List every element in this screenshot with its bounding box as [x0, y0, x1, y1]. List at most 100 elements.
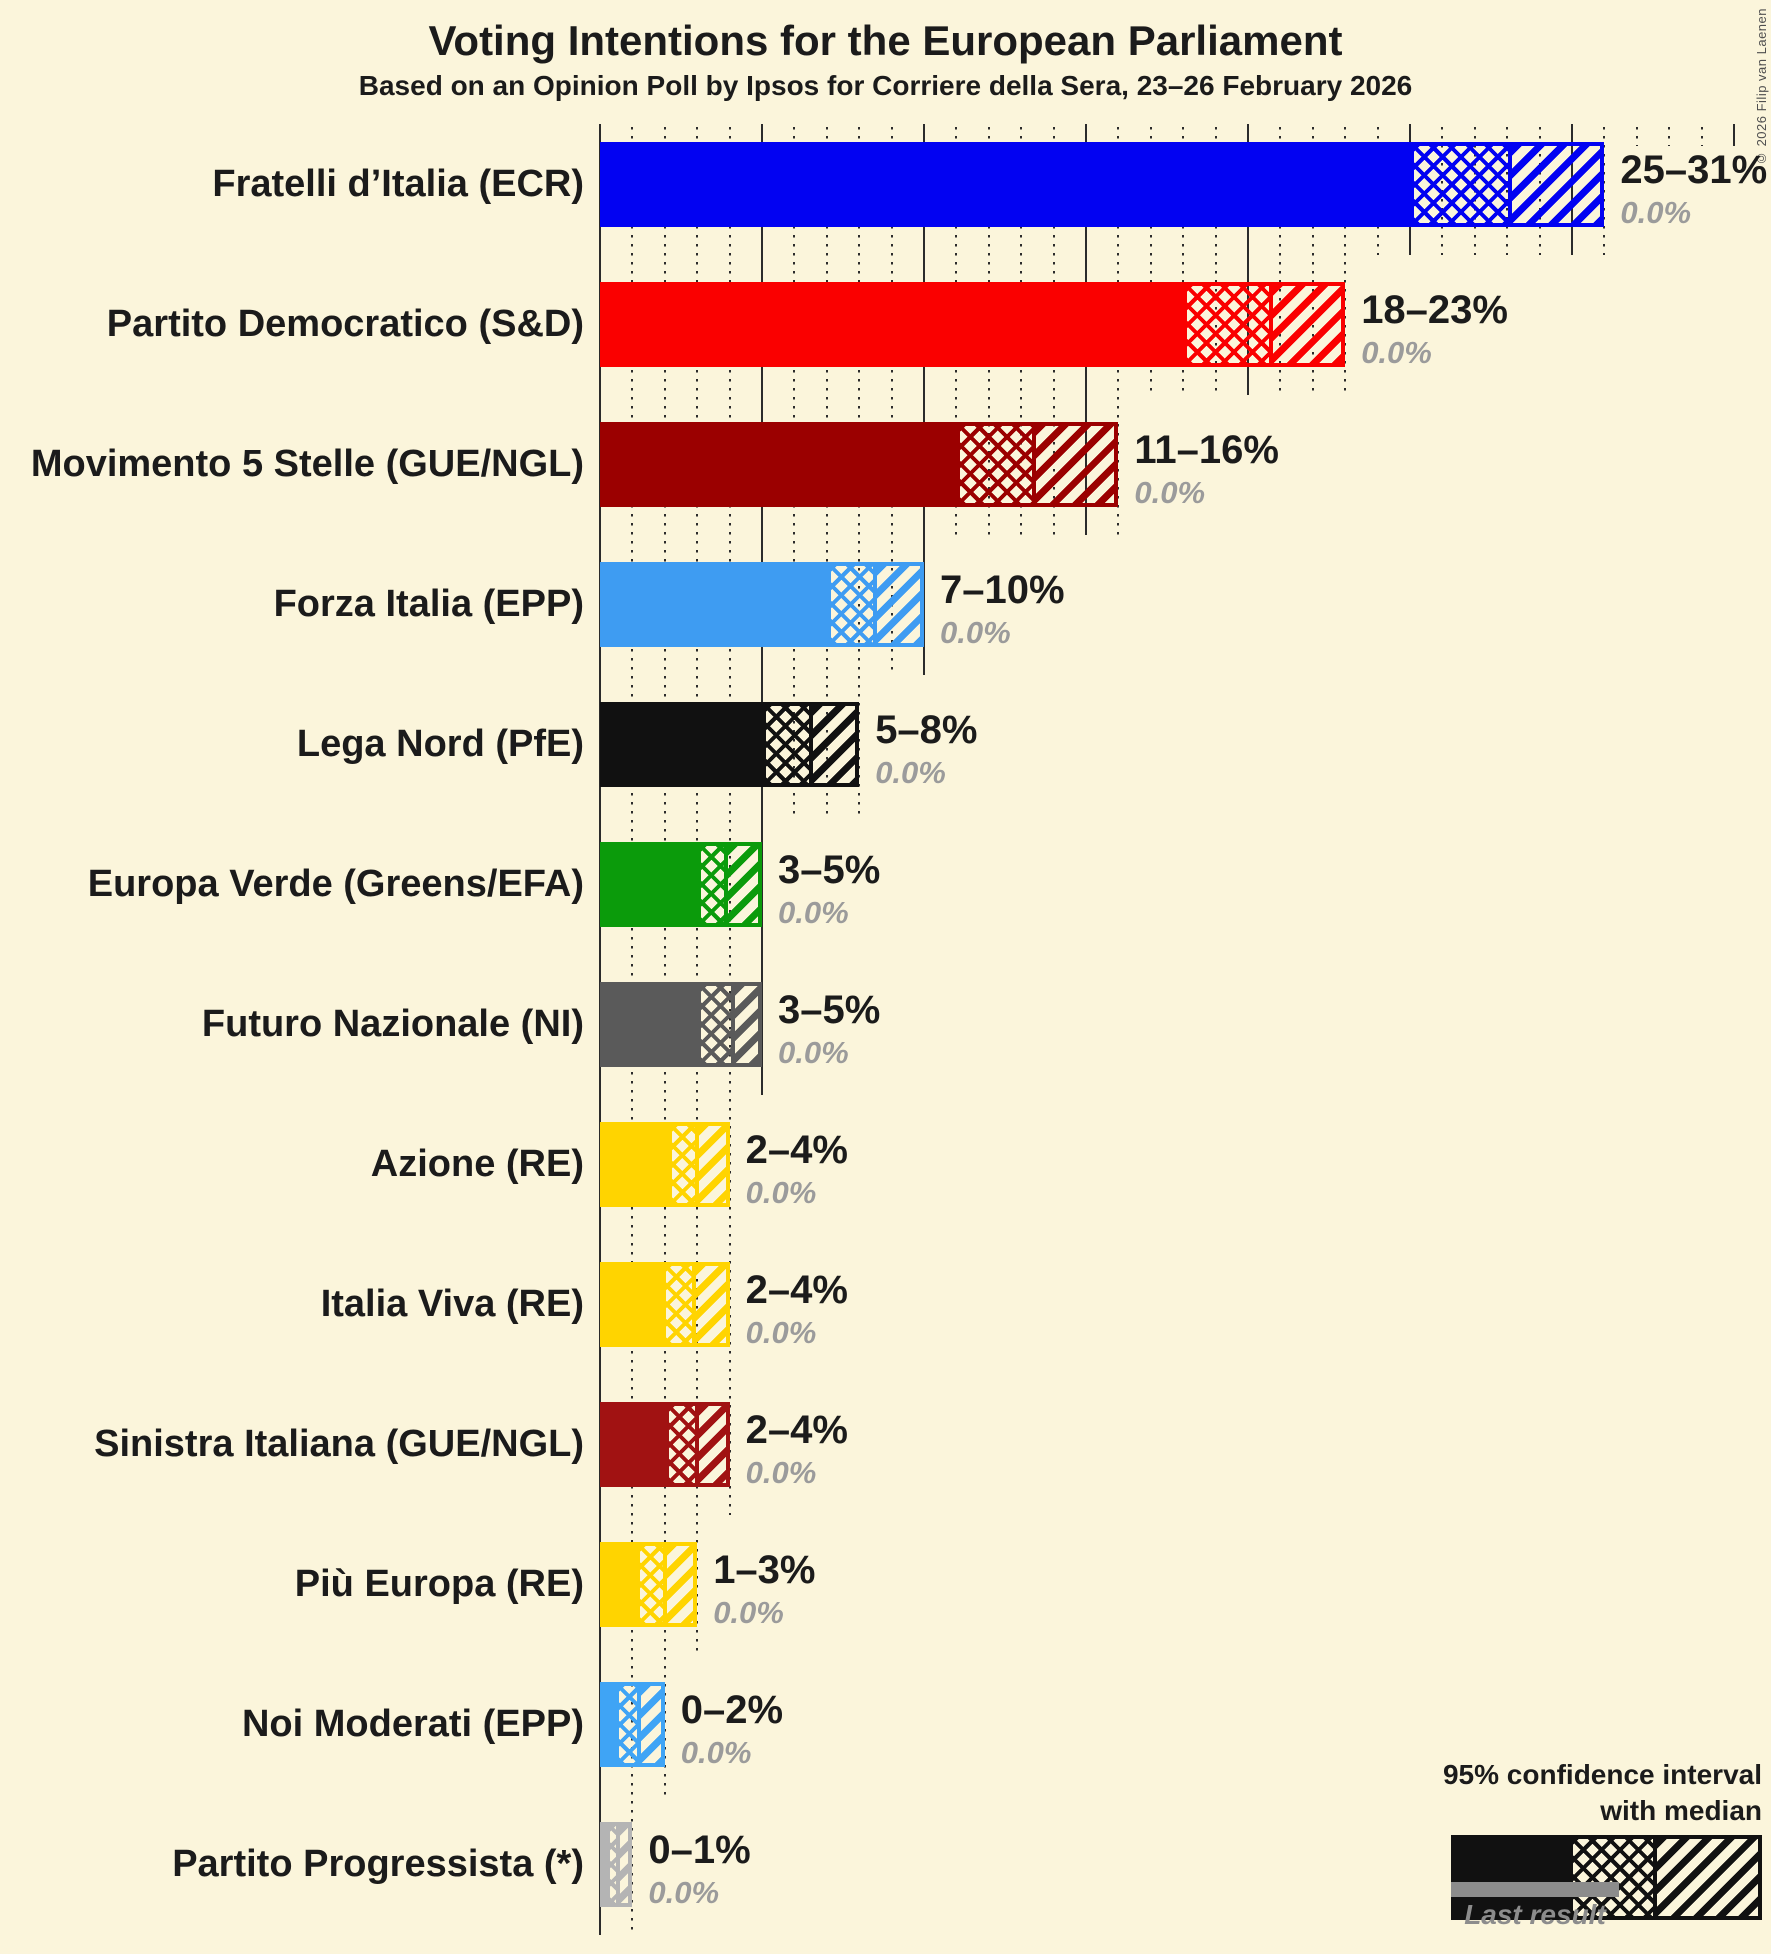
party-bar [600, 1122, 730, 1207]
party-bar [600, 422, 1119, 507]
party-label: Fratelli d’Italia (ECR) [212, 163, 584, 205]
last-result-value: 0.0% [1134, 475, 1206, 510]
bar-solid-segment [600, 422, 957, 507]
confidence-interval-box [664, 1402, 730, 1487]
ci-range-label: 1–3% [713, 1548, 816, 1592]
ci-upper-diagonal-hatch [699, 1126, 726, 1203]
ci-range-label: 11–16% [1134, 428, 1279, 472]
ci-range-label: 3–5% [778, 848, 881, 892]
ci-upper-diagonal-hatch [1272, 286, 1342, 363]
ci-lower-crosshatch [668, 1406, 696, 1483]
copyright-note: © 2026 Filip van Laenen [1754, 8, 1769, 167]
bar-solid-segment [600, 282, 1184, 367]
ci-range-label: 2–4% [745, 1408, 848, 1452]
last-result-value: 0.0% [745, 1455, 817, 1490]
ci-range-label: 25–31% [1620, 148, 1768, 192]
ci-upper-diagonal-hatch [1512, 146, 1601, 223]
ci-upper-diagonal-hatch [619, 1826, 629, 1903]
bar-solid-segment [600, 842, 698, 927]
ci-range-label: 2–4% [745, 1268, 848, 1312]
last-result-value: 0.0% [1620, 195, 1692, 230]
last-result-value: 0.0% [940, 615, 1011, 650]
median-line [691, 1266, 696, 1343]
legend-diagonal-hatch [1657, 1839, 1758, 1916]
party-label: Forza Italia (EPP) [273, 583, 584, 625]
confidence-interval-box [826, 562, 924, 647]
party-label: Azione (RE) [370, 1143, 584, 1185]
ci-lower-crosshatch [1414, 146, 1509, 223]
chart-subtitle: Based on an Opinion Poll by Ipsos for Co… [358, 70, 1413, 101]
party-label: Lega Nord (PfE) [296, 723, 584, 765]
ci-range-label: 5–8% [875, 708, 978, 752]
party-bar [600, 1262, 730, 1347]
last-result-value: 0.0% [875, 755, 946, 790]
minor-gridline [1149, 127, 1152, 395]
median-line [695, 1126, 700, 1203]
ci-lower-crosshatch [639, 1546, 663, 1623]
value-label-block: 2–4% 0.0% [746, 1265, 848, 1351]
confidence-interval-box [1183, 282, 1346, 367]
bar-solid-segment [600, 1682, 615, 1767]
minor-gridline [1603, 127, 1606, 255]
confidence-interval-box [1410, 142, 1605, 227]
party-label: Futuro Nazionale (NI) [201, 1003, 584, 1045]
ci-upper-diagonal-hatch [699, 1406, 726, 1483]
legend-ci-bar [1451, 1835, 1762, 1920]
legend-crosshatch [1573, 1839, 1653, 1916]
party-label: Noi Moderati (EPP) [241, 1703, 584, 1745]
ci-lower-crosshatch [701, 846, 725, 923]
minor-gridline [1311, 127, 1314, 395]
legend-median-line [1653, 1839, 1657, 1916]
median-line [662, 1546, 667, 1623]
ci-lower-crosshatch [618, 1686, 637, 1763]
party-label: Movimento 5 Stelle (GUE/NGL) [30, 443, 584, 485]
bar-solid-segment [600, 1402, 665, 1487]
median-line [873, 566, 878, 643]
last-result-value: 0.0% [778, 1035, 849, 1070]
ci-lower-crosshatch [830, 566, 874, 643]
value-label-block: 0–1% 0.0% [648, 1825, 750, 1911]
confidence-interval-box [661, 1262, 730, 1347]
last-result-value: 0.0% [745, 1315, 817, 1350]
ci-upper-diagonal-hatch [640, 1686, 661, 1763]
ci-range-label: 3–5% [778, 988, 881, 1032]
ci-range-label: 2–4% [745, 1128, 848, 1172]
median-line [1032, 426, 1037, 503]
minor-gridline [728, 127, 731, 1515]
ci-lower-crosshatch [766, 706, 809, 783]
legend-ci-box [1569, 1835, 1762, 1920]
bar-solid-segment [600, 562, 827, 647]
ci-lower-crosshatch [701, 986, 731, 1063]
last-result-value: 0.0% [778, 895, 849, 930]
median-line [615, 1826, 620, 1903]
ci-upper-diagonal-hatch [666, 1546, 694, 1623]
confidence-interval-box [606, 1822, 633, 1907]
value-label-block: 0–2% 0.0% [681, 1685, 783, 1771]
bar-solid-segment [600, 1542, 636, 1627]
ci-upper-diagonal-hatch [1036, 426, 1115, 503]
value-label-block: 3–5% 0.0% [778, 985, 880, 1071]
legend-last-result-label: Last result [1464, 1899, 1606, 1930]
party-bar [600, 1822, 633, 1907]
ci-upper-diagonal-hatch [734, 986, 758, 1063]
median-line [730, 986, 735, 1063]
chart-title: Voting Intentions for the European Parli… [428, 17, 1343, 64]
legend-solid-segment [1451, 1835, 1569, 1920]
party-bar [600, 282, 1346, 367]
ci-upper-diagonal-hatch [695, 1266, 726, 1343]
last-result-value: 0.0% [680, 1735, 752, 1770]
major-gridline [1247, 124, 1249, 395]
minor-gridline [890, 127, 893, 675]
median-line [1508, 146, 1513, 223]
last-result-value: 0.0% [745, 1175, 817, 1210]
minor-gridline [1700, 127, 1703, 146]
value-label-block: 2–4% 0.0% [746, 1125, 848, 1211]
ci-range-label: 7–10% [940, 568, 1065, 612]
last-result-value: 0.0% [713, 1595, 784, 1630]
party-label: Partito Progressista (*) [172, 1843, 584, 1885]
confidence-interval-box [697, 842, 762, 927]
bar-solid-segment [600, 1122, 669, 1207]
ci-lower-crosshatch [1187, 286, 1269, 363]
minor-gridline [1182, 127, 1185, 395]
